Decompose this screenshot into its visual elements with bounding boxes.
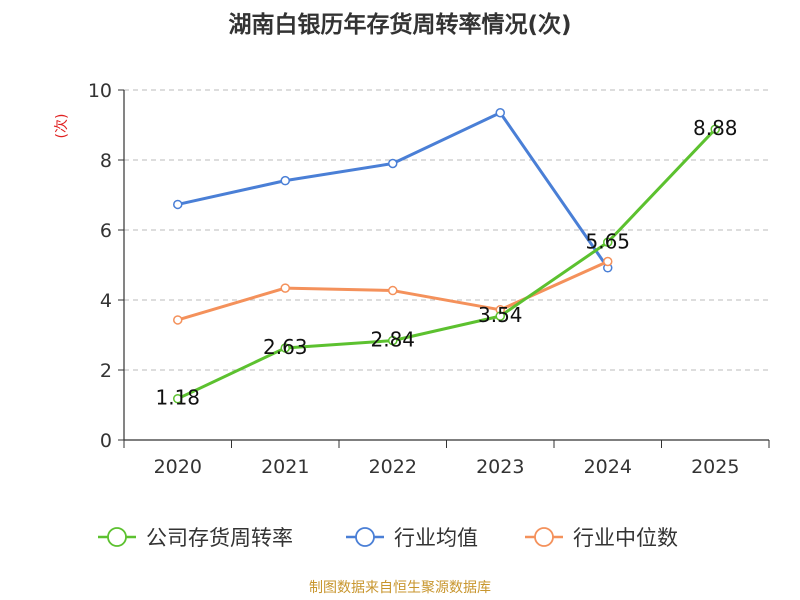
legend-marker-icon bbox=[108, 528, 126, 546]
data-point bbox=[389, 160, 397, 168]
legend-marker-icon bbox=[535, 528, 553, 546]
data-label: 2.84 bbox=[370, 328, 415, 352]
data-point bbox=[389, 287, 397, 295]
y-tick-label: 2 bbox=[100, 360, 112, 382]
data-point bbox=[281, 177, 289, 185]
data-label: 8.88 bbox=[693, 116, 738, 140]
y-axis-unit: (次) bbox=[54, 114, 70, 139]
chart-title: 湖南白银历年存货周转率情况(次) bbox=[228, 11, 571, 38]
data-label: 3.54 bbox=[478, 303, 523, 327]
legend-label: 行业中位数 bbox=[573, 526, 678, 550]
x-tick-label: 2023 bbox=[476, 456, 524, 478]
y-tick-label: 4 bbox=[100, 290, 112, 312]
y-tick-label: 10 bbox=[88, 80, 112, 102]
data-label: 5.65 bbox=[585, 229, 630, 253]
data-point bbox=[174, 200, 182, 208]
series-lines bbox=[174, 109, 720, 403]
data-label: 2.63 bbox=[263, 335, 308, 359]
legend-marker-icon bbox=[356, 528, 374, 546]
x-tick-label: 2022 bbox=[369, 456, 417, 478]
source-note: 制图数据来自恒生聚源数据库 bbox=[309, 580, 491, 596]
legend-label: 行业均值 bbox=[394, 526, 478, 550]
y-tick-label: 0 bbox=[100, 430, 112, 452]
data-point bbox=[281, 284, 289, 292]
axes: 0 2 4 6 8 10 2020 2021 2022 2023 2024 2025 bbox=[88, 80, 769, 478]
data-point bbox=[496, 109, 504, 117]
legend: 公司存货周转率 行业均值 行业中位数 bbox=[98, 526, 678, 550]
series-line bbox=[178, 113, 608, 268]
x-tick-label: 2024 bbox=[584, 456, 632, 478]
x-tick-label: 2021 bbox=[261, 456, 309, 478]
x-tick-label: 2025 bbox=[691, 456, 739, 478]
y-tick-label: 8 bbox=[100, 150, 112, 172]
series-line bbox=[178, 129, 716, 399]
y-tick-label: 6 bbox=[100, 220, 112, 242]
data-label: 1.18 bbox=[155, 386, 200, 410]
legend-label: 公司存货周转率 bbox=[146, 526, 293, 550]
x-tick-label: 2020 bbox=[154, 456, 202, 478]
data-point bbox=[604, 258, 612, 266]
data-point bbox=[174, 316, 182, 324]
